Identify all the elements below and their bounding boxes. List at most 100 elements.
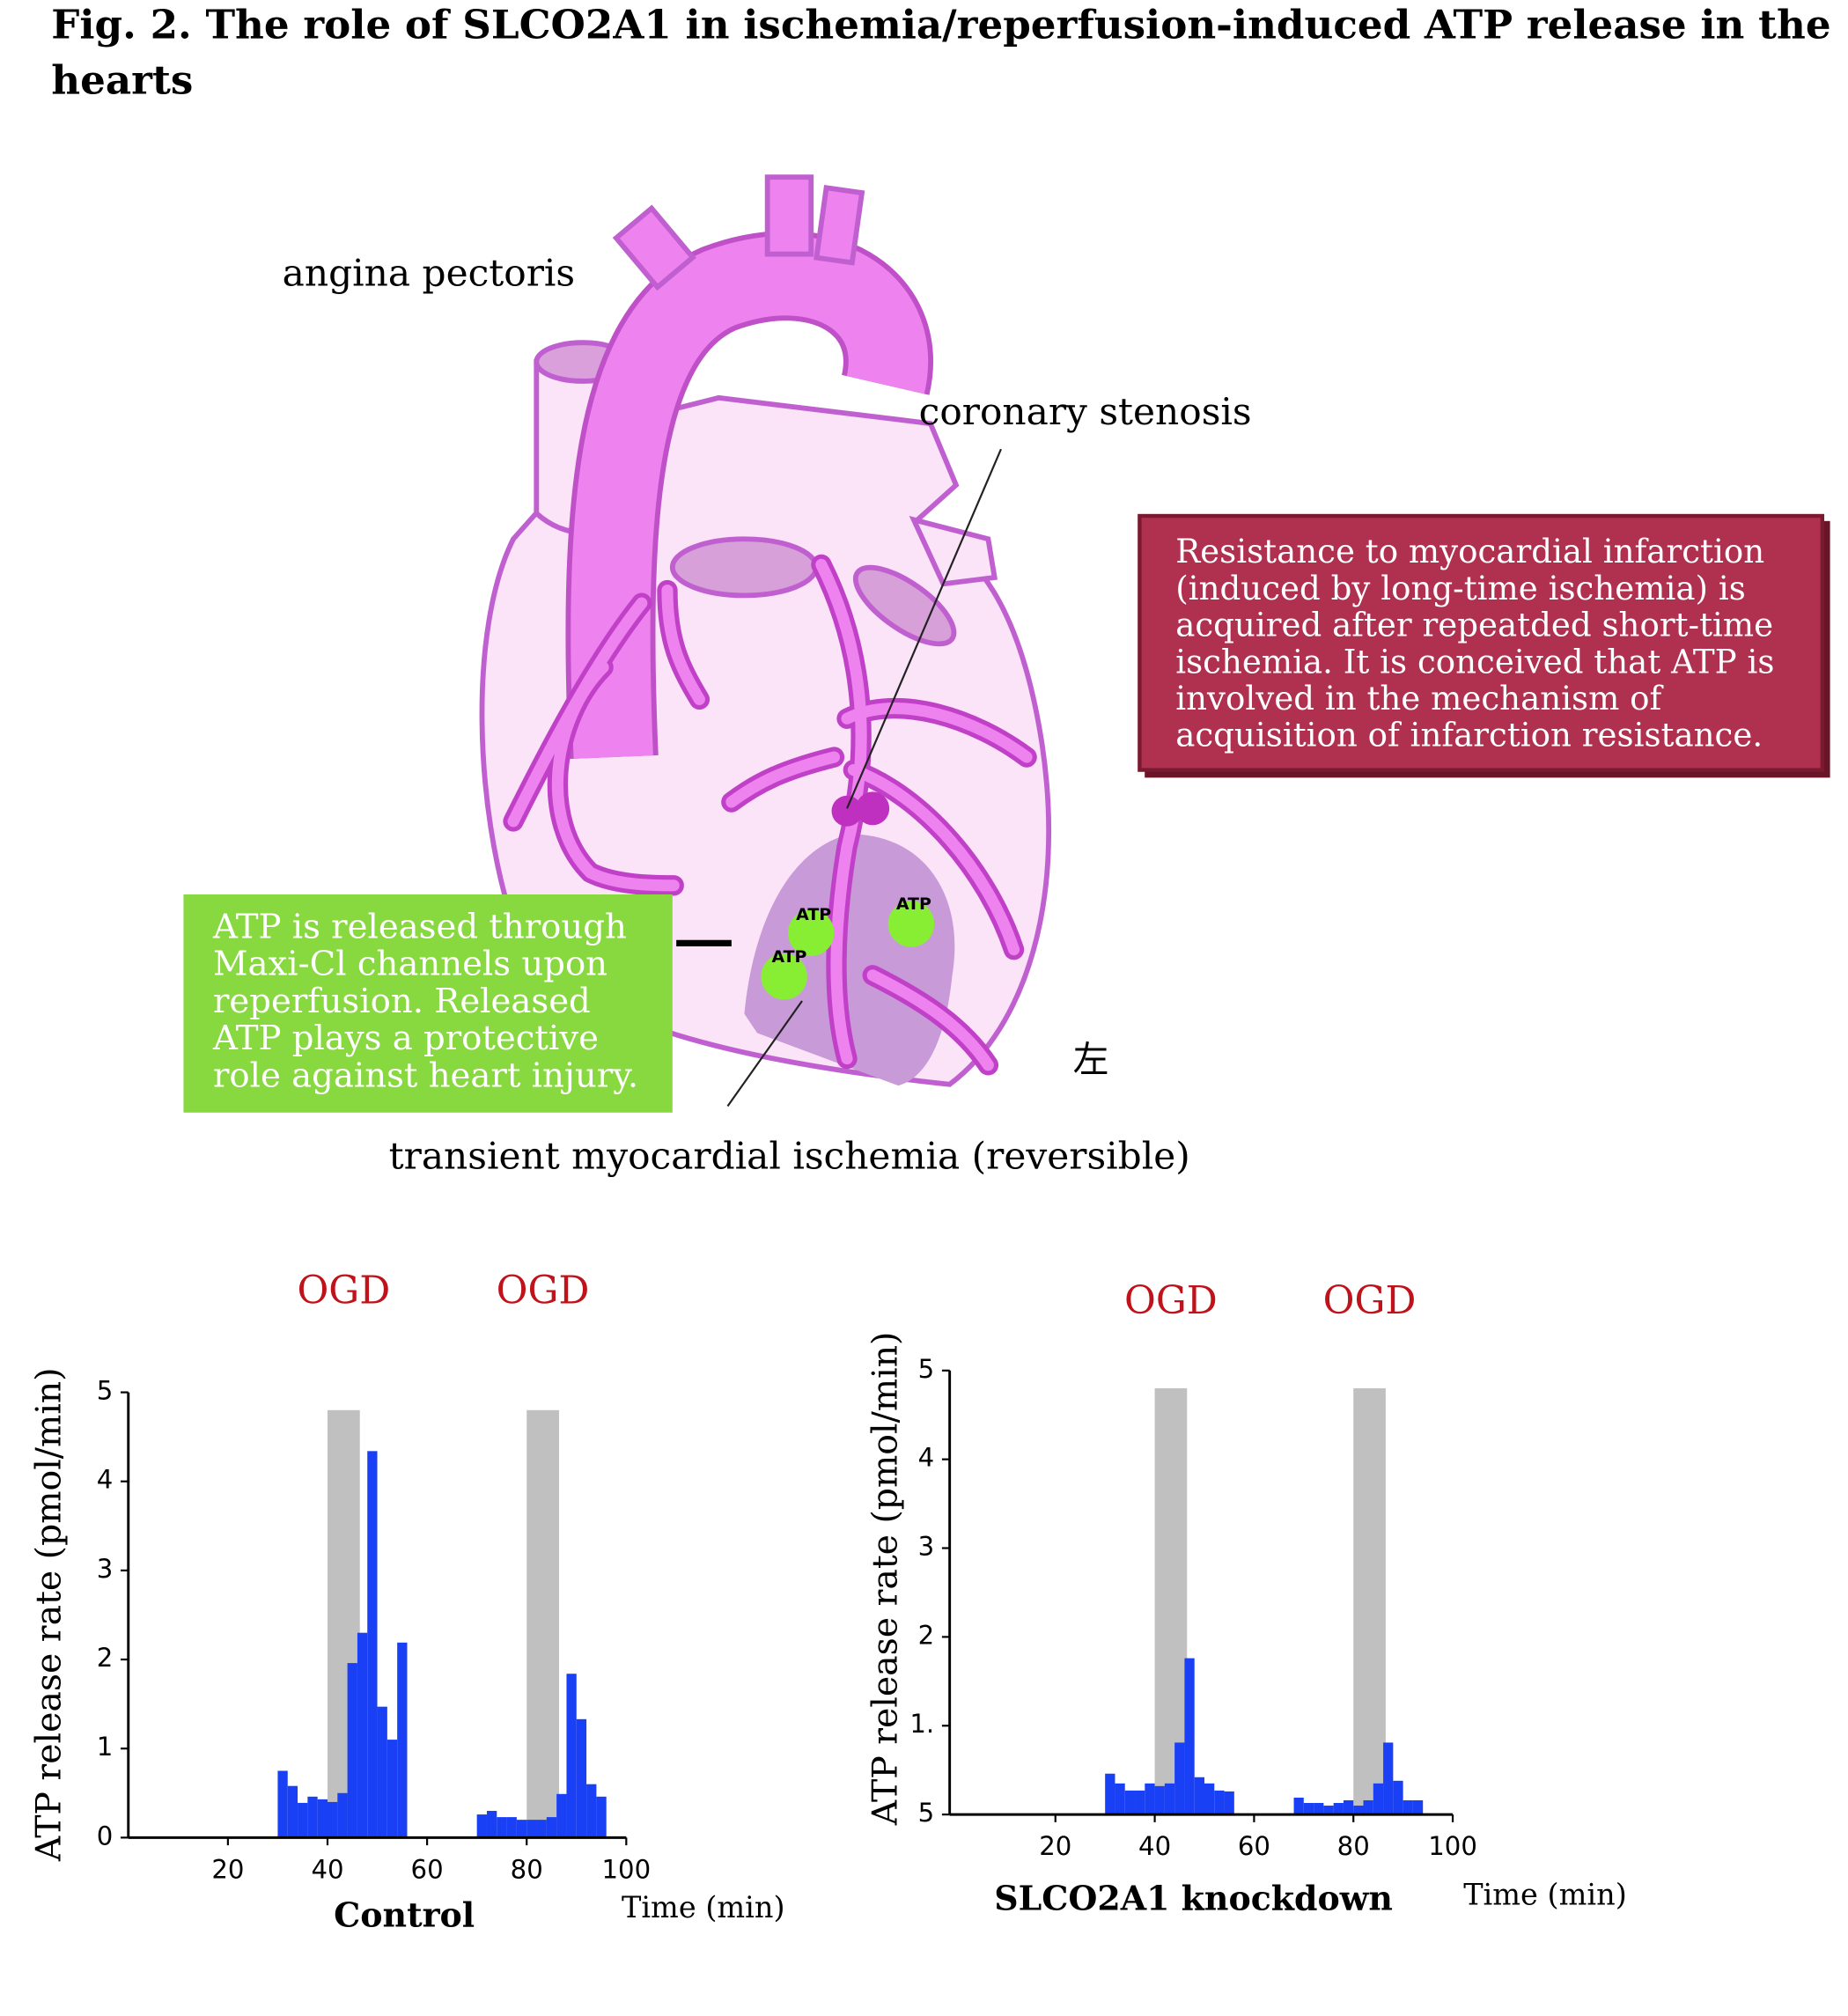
bar bbox=[298, 1802, 308, 1838]
y-axis-label: ATP release rate (pmol/min) bbox=[28, 1367, 69, 1862]
pointer bbox=[846, 448, 1002, 809]
x-tick-label: 80 bbox=[511, 1854, 543, 1884]
y-tick-label: 4 bbox=[97, 1465, 114, 1495]
bar bbox=[327, 1801, 338, 1838]
y-tick-label: 2 bbox=[918, 1620, 935, 1650]
y-tick-label: 3 bbox=[97, 1554, 114, 1584]
bar bbox=[1383, 1742, 1394, 1815]
bar bbox=[377, 1706, 387, 1838]
charts: OGD OGD 0 1 2 3 4 5 20 40 60 80 100 ATP release rate … bbox=[28, 1268, 1626, 1934]
y-tick-label: 5 bbox=[97, 1376, 114, 1406]
title-line: Fig. 2. The role of SLCO2A1 in ischemia/… bbox=[51, 2, 1830, 48]
bar bbox=[476, 1814, 487, 1838]
bar bbox=[317, 1799, 328, 1838]
bar bbox=[536, 1820, 547, 1838]
y-tick-label: 1. bbox=[909, 1709, 934, 1739]
y-tick-label: 4 bbox=[918, 1443, 935, 1473]
atp-dot bbox=[787, 909, 835, 956]
bar bbox=[287, 1785, 298, 1838]
atp-label: ATP bbox=[796, 905, 831, 924]
green-box-line: role against heart injury. bbox=[213, 1056, 638, 1095]
bar bbox=[1353, 1806, 1364, 1815]
label: 左 bbox=[1073, 1038, 1109, 1080]
bar bbox=[1214, 1790, 1225, 1815]
bar bbox=[1174, 1742, 1185, 1815]
bar bbox=[556, 1793, 567, 1838]
bar bbox=[1115, 1783, 1125, 1815]
bar bbox=[307, 1796, 318, 1838]
label: coronary stenosis bbox=[919, 390, 1252, 433]
bar bbox=[1204, 1783, 1215, 1815]
bar bbox=[387, 1740, 398, 1838]
ischemic-region bbox=[744, 834, 955, 1086]
y-tick-label: 1 bbox=[97, 1732, 114, 1762]
x-tick-label: 80 bbox=[1337, 1831, 1370, 1861]
ogd-band bbox=[1353, 1387, 1386, 1815]
bar bbox=[546, 1817, 557, 1838]
green-box bbox=[183, 894, 673, 1113]
y-tick-label: 3 bbox=[918, 1532, 935, 1562]
ogd-label: OGD bbox=[297, 1268, 390, 1313]
bar bbox=[526, 1820, 537, 1838]
x-tick-label: 40 bbox=[311, 1854, 343, 1884]
red-box bbox=[1138, 513, 1825, 772]
bar bbox=[1373, 1783, 1384, 1815]
bar bbox=[1323, 1806, 1334, 1815]
aorta-branch bbox=[612, 204, 697, 291]
bar bbox=[1314, 1803, 1324, 1815]
bar bbox=[1224, 1791, 1234, 1815]
ogd-label: OGD bbox=[1323, 1278, 1417, 1323]
y-tick-label: 5 bbox=[918, 1354, 935, 1384]
x-tick-label: 60 bbox=[1238, 1831, 1270, 1861]
bar bbox=[1145, 1783, 1155, 1815]
bar bbox=[1303, 1803, 1314, 1815]
label: angina pectoris bbox=[283, 251, 575, 294]
red-box-line: Resistance to myocardial infarction bbox=[1175, 533, 1764, 570]
bar bbox=[1293, 1797, 1304, 1815]
aorta bbox=[571, 236, 929, 759]
atp-label: ATP bbox=[771, 947, 806, 967]
bar bbox=[586, 1784, 597, 1838]
y-tick-label: 2 bbox=[97, 1643, 114, 1673]
bar bbox=[1105, 1773, 1115, 1815]
chart-caption: Control bbox=[334, 1895, 475, 1935]
pointer bbox=[726, 1000, 803, 1107]
x-axis-label: Time (min) bbox=[622, 1890, 785, 1924]
atp-label: ATP bbox=[896, 894, 931, 914]
aorta-branch bbox=[764, 174, 814, 257]
bar bbox=[506, 1817, 517, 1838]
bar bbox=[516, 1820, 527, 1838]
bar bbox=[337, 1792, 348, 1838]
green-box-line: ATP is released through bbox=[212, 907, 627, 946]
bar bbox=[1164, 1783, 1175, 1815]
red-box-line: ischemia. It is conceived that ATP is bbox=[1175, 643, 1774, 681]
green-box-line: Maxi-Cl channels upon bbox=[213, 945, 607, 984]
stenosis bbox=[856, 791, 890, 826]
bar bbox=[576, 1718, 587, 1838]
x-axis-label: Time (min) bbox=[1463, 1877, 1627, 1911]
bar bbox=[486, 1811, 497, 1838]
label: transient myocardial ischemia (reversibl… bbox=[389, 1134, 1190, 1177]
bar bbox=[1124, 1790, 1136, 1815]
bar bbox=[1403, 1799, 1413, 1815]
chart-caption: SLCO2A1 knockdown bbox=[994, 1879, 1393, 1918]
ogd-band bbox=[526, 1409, 559, 1838]
bar bbox=[596, 1796, 607, 1838]
bar bbox=[566, 1674, 577, 1838]
bar bbox=[1184, 1658, 1195, 1815]
box-texts: Resistance to myocardial infarction(indu… bbox=[212, 533, 1774, 1095]
red-box-line: acquisition of infarction resistance. bbox=[1175, 717, 1763, 754]
ogd-label: OGD bbox=[497, 1268, 590, 1313]
bar bbox=[347, 1663, 357, 1838]
aorta-branch bbox=[814, 185, 865, 266]
x-tick-label: 60 bbox=[411, 1854, 444, 1884]
bar bbox=[277, 1770, 288, 1838]
atrium-ring bbox=[852, 564, 957, 647]
ogd-label: OGD bbox=[1124, 1278, 1218, 1323]
atp-dot bbox=[761, 953, 807, 1000]
y-tick-label: 0 bbox=[97, 1821, 114, 1850]
bar bbox=[1343, 1799, 1354, 1815]
bar bbox=[1363, 1799, 1373, 1815]
